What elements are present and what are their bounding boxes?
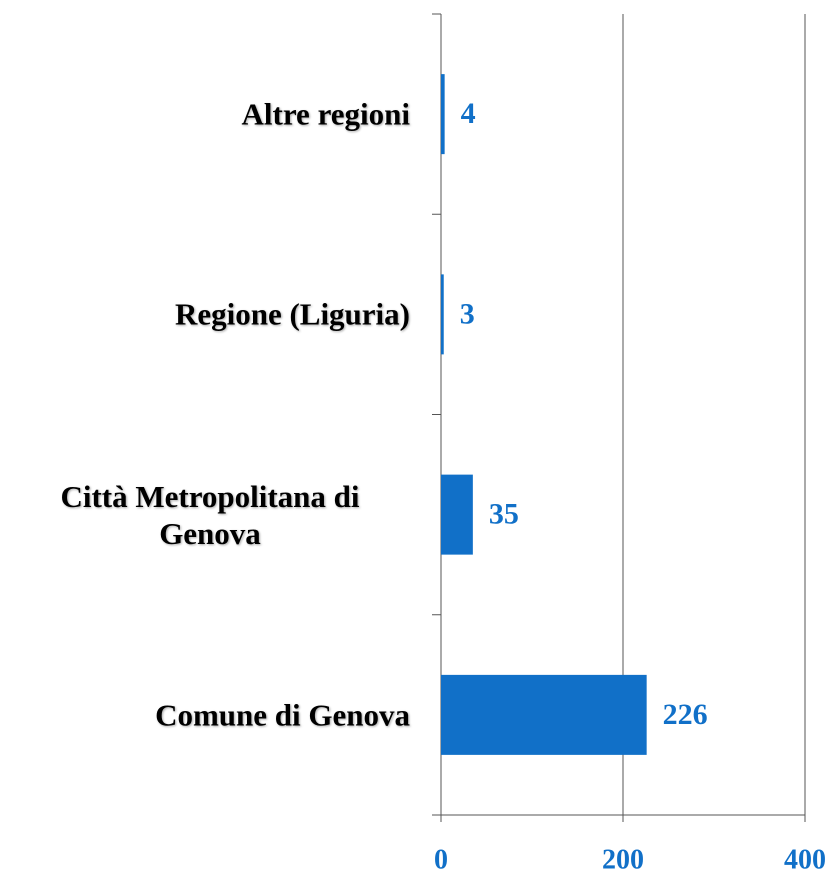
y-tick-label-box: Città Metropolitana di Genova: [0, 477, 410, 551]
y-tick-label-box: Altre regioni: [0, 96, 410, 133]
y-tick-label-box: Regione (Liguria): [0, 296, 410, 333]
y-tick-label-box: Comune di Genova: [0, 696, 410, 733]
y-tick-label: Regione (Liguria): [174, 296, 410, 332]
x-tick-label: 400: [784, 844, 826, 875]
x-tick-label: 200: [602, 844, 644, 875]
value-label: 35: [489, 498, 519, 531]
bar: [441, 474, 473, 555]
bar: [441, 274, 444, 355]
bar: [441, 74, 445, 155]
value-label: 4: [461, 97, 476, 130]
value-label: 3: [460, 297, 475, 330]
y-tick-label: Altre regioni: [241, 96, 410, 132]
value-label: 226: [663, 698, 708, 731]
bar: [441, 674, 647, 755]
y-tick-label: Comune di Genova: [155, 697, 410, 733]
y-tick-label: Città Metropolitana di Genova: [60, 478, 360, 551]
x-tick-label: 0: [434, 844, 448, 875]
